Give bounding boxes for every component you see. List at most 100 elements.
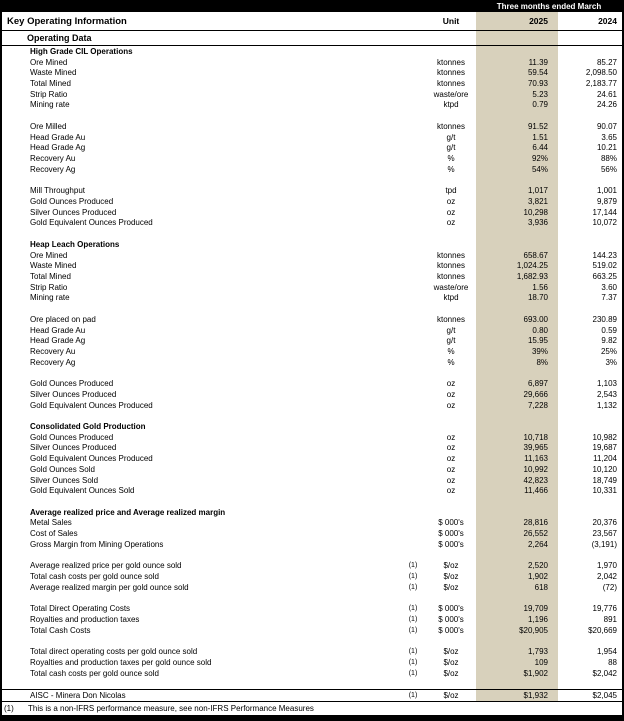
value-2025: 10,718	[476, 431, 558, 443]
table-row: Gold Equivalent Ounces Produced oz 7,228 1,…	[2, 399, 622, 411]
value-2025: $20,905	[476, 624, 558, 636]
value-2025: 26,552	[476, 528, 558, 540]
unit-cell: $/oz	[443, 690, 459, 700]
footnote-ref	[400, 593, 426, 604]
value-2024: (3,191)	[591, 539, 617, 549]
value-2025: 618	[476, 581, 558, 593]
footnote-ref	[400, 443, 426, 454]
unit-cell: tpd	[445, 186, 457, 196]
unit-cell: g/t	[446, 336, 456, 346]
unit-cell: oz	[446, 454, 456, 464]
unit-cell	[426, 496, 476, 507]
footnote-ref	[400, 496, 426, 507]
row-label: Total cash costs per gold ounce sold	[30, 572, 159, 582]
footnote-ref	[400, 207, 426, 218]
row-label: Silver Ounces Sold	[30, 475, 99, 485]
footnote-ref	[400, 250, 426, 261]
footnote-ref	[400, 518, 426, 529]
table-row: Total cash costs per gold ounce sold (1) $…	[2, 571, 622, 582]
value-2024: 519.02	[592, 261, 617, 271]
footnote-ref: (1)	[408, 669, 418, 677]
row-label: Ore placed on pad	[30, 314, 96, 324]
unit-cell: oz	[446, 432, 456, 442]
row-label: Metal Sales	[30, 518, 72, 528]
value-2025	[476, 46, 558, 57]
unit-cell: ktpd	[443, 293, 459, 303]
row-label	[2, 410, 400, 421]
unit-cell: ktonnes	[436, 68, 466, 78]
unit-cell: $/oz	[443, 657, 459, 667]
spacer-row	[2, 496, 622, 507]
value-2025: 7,228	[476, 399, 558, 411]
table-row: Recovery Au% 92% 88%	[2, 153, 622, 164]
footnote-ref	[400, 110, 426, 121]
value-2025: 6.44	[476, 142, 558, 154]
unit-cell	[426, 303, 476, 314]
value-2024	[558, 46, 622, 57]
unit-cell: oz	[446, 196, 456, 206]
period-header-label: Three months ended March	[496, 1, 602, 11]
footnote-ref	[400, 453, 426, 464]
unit-cell: waste/ore	[433, 282, 469, 292]
operating-data-row: Operating Data	[2, 31, 622, 46]
footnote-text: This is a non-IFRS performance measure, …	[28, 704, 314, 713]
unit-cell	[426, 593, 476, 604]
table-row: Recovery Ag% 54% 56%	[2, 163, 622, 175]
unit-cell: ktonnes	[436, 314, 466, 324]
row-label: Ore Mined	[30, 57, 68, 67]
footnote-ref	[400, 282, 426, 293]
row-label: Total Direct Operating Costs	[30, 604, 131, 614]
unit-cell: $ 000's	[438, 625, 464, 635]
footnote-ref	[400, 475, 426, 486]
value-2025: 109	[476, 656, 558, 668]
value-2024: 88%	[600, 154, 617, 164]
spacer-row	[2, 549, 622, 561]
shaded-column-fill	[476, 31, 558, 45]
row-label	[2, 550, 400, 561]
row-label: Waste Mined	[30, 261, 77, 271]
row-label: Cost of Sales	[30, 529, 78, 539]
footnote-marker: (1)	[4, 704, 14, 713]
table-row: Royalties and production taxes (1) $ 000's…	[2, 614, 622, 625]
footnote-ref: (1)	[408, 648, 418, 656]
footnote-ref	[400, 271, 426, 282]
value-2025: 42,823	[476, 474, 558, 486]
value-2025	[476, 410, 558, 422]
row-label: Silver Ounces Produced	[30, 443, 117, 453]
unit-cell: oz	[446, 464, 456, 474]
unit-cell	[426, 636, 476, 647]
value-2024	[558, 110, 622, 121]
footnote-ref	[400, 67, 426, 78]
unit-cell: $ 000's	[438, 539, 464, 549]
unit-cell: oz	[446, 486, 456, 496]
table-row: Total direct operating costs per gold ou…	[2, 646, 622, 657]
value-2024: 10,120	[592, 464, 617, 474]
table-row: Mill Throughput tpd 1,017 1,001	[2, 185, 622, 197]
row-label: Total cash costs per gold ounce sold	[30, 668, 159, 678]
footnote-ref	[400, 239, 426, 250]
value-2024: 88	[608, 657, 617, 667]
row-label: Total Cash Costs	[30, 625, 91, 635]
value-2024: 24.61	[596, 89, 617, 99]
value-2025: 54%	[476, 163, 558, 175]
value-2024: 17,144	[592, 207, 617, 217]
footnote-ref	[400, 218, 426, 229]
value-2025: 6,897	[476, 378, 558, 389]
footnote-ref	[400, 325, 426, 336]
table-row: Head Grade Ag g/t 6.44 10.21	[2, 142, 622, 154]
table-row: Total Mined ktonnes 1,682.93 663.25	[2, 271, 622, 282]
value-2025: 18.70	[476, 292, 558, 304]
footnote-ref	[400, 132, 426, 143]
value-2025	[476, 678, 558, 690]
footnote-ref: (1)	[408, 562, 418, 570]
value-2024: 2,098.50	[585, 68, 617, 78]
footnote-ref	[400, 303, 426, 314]
row-label: Ore Milled	[30, 121, 67, 131]
value-2025: 28,816	[476, 517, 558, 529]
value-2025: 1,902	[476, 571, 558, 582]
bottom-border-band	[2, 715, 622, 721]
value-2024: 663.25	[592, 271, 617, 281]
row-label	[2, 175, 400, 186]
unit-cell	[426, 507, 476, 518]
spacer-row	[2, 367, 622, 379]
